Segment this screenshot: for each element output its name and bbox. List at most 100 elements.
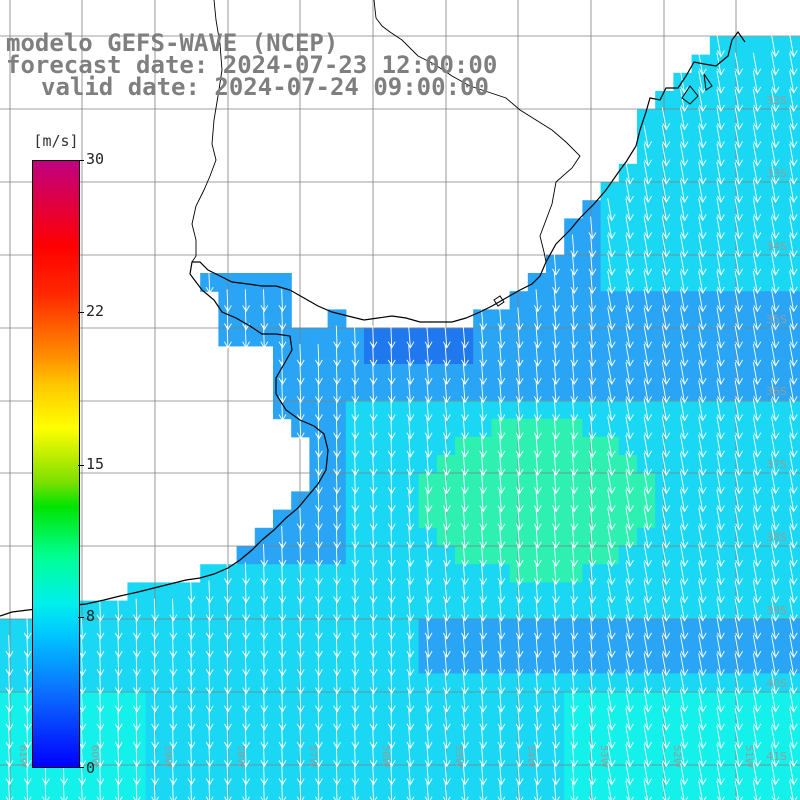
latitude-label: 36S [766, 385, 787, 398]
wind-arrow [515, 453, 524, 476]
wind-arrow [369, 762, 378, 786]
wind-arrow [570, 471, 579, 495]
wind-arrow [661, 689, 671, 713]
wind-arrow [296, 671, 305, 695]
wind-arrow [387, 507, 396, 531]
wind-arrow [406, 325, 415, 349]
wind-arrow [607, 380, 616, 404]
wind-arrow [315, 653, 323, 677]
wind-arrow [789, 434, 798, 458]
coastline-north [493, 73, 713, 307]
wind-arrow [278, 762, 287, 786]
wind-arrow [771, 89, 780, 112]
wind-arrow [187, 653, 196, 677]
wind-arrow [752, 216, 762, 240]
wind-arrow [533, 580, 542, 604]
wind-arrow [716, 34, 725, 58]
wind-arrow [461, 489, 469, 513]
wind-arrow [771, 598, 780, 622]
forecast-date: forecast date: 2024-07-23 12:00:00 [6, 51, 498, 79]
wind-arrow [789, 343, 798, 367]
wind-arrow [278, 616, 287, 640]
wind-arrow [333, 507, 341, 531]
wind-arrow [351, 362, 360, 385]
wind-arrow [315, 726, 323, 749]
wind-arrow [625, 343, 634, 367]
wind-arrow [351, 635, 360, 658]
colorbar-tick-label: 15 [86, 455, 105, 473]
wind-arrow [771, 107, 780, 131]
wind-arrow [442, 362, 451, 385]
wind-arrow [789, 471, 798, 495]
wind-arrow [296, 362, 305, 385]
wind-arrow [698, 598, 707, 622]
wind-arrow [333, 416, 341, 440]
wind-arrow [752, 143, 762, 167]
wind-arrow [461, 671, 469, 695]
wind-arrow [333, 635, 341, 658]
wind-arrow [278, 362, 287, 385]
wind-arrow [461, 525, 469, 549]
wind-arrow [424, 453, 433, 476]
wind-arrow [5, 689, 14, 713]
wind-arrow [734, 489, 743, 513]
wind-arrow [588, 271, 597, 294]
wind-arrow [789, 544, 798, 567]
wind-arrow [461, 562, 469, 586]
wind-arrow [680, 343, 689, 367]
wind-arrow [315, 616, 323, 640]
wind-arrow [771, 343, 780, 367]
wind-arrow [752, 107, 762, 131]
wind-arrow [716, 125, 725, 149]
wind-arrow [607, 616, 616, 640]
wind-arrow [515, 343, 524, 367]
wind-arrow [570, 616, 579, 640]
wind-arrow [661, 180, 671, 203]
wind-arrow [552, 671, 560, 695]
wind-arrow [789, 453, 798, 476]
wind-arrow [680, 780, 689, 800]
wind-arrow [588, 726, 597, 749]
wind-arrow [533, 780, 542, 800]
wind-arrow [96, 653, 105, 677]
wind-arrow [23, 635, 32, 658]
wind-arrow [734, 635, 743, 658]
wind-arrow [461, 380, 469, 404]
wind-arrow [424, 580, 433, 604]
wind-arrow [588, 453, 597, 476]
wind-arrow [789, 598, 798, 622]
wind-speed-field [0, 36, 800, 800]
wind-arrow [351, 707, 360, 731]
wind-arrow [607, 653, 616, 677]
wind-arrow [698, 616, 707, 640]
wind-arrow [114, 726, 123, 749]
wind-arrow [625, 161, 634, 185]
wind-arrow [315, 562, 323, 586]
wind-arrow [442, 489, 451, 513]
wind-arrow [643, 598, 652, 622]
wind-arrow [406, 562, 415, 586]
wind-cell [273, 273, 292, 292]
wind-arrow [260, 325, 269, 349]
wind-arrow [369, 707, 378, 731]
wind-arrow [789, 562, 798, 586]
wind-arrow [625, 362, 634, 385]
wind-arrow [752, 707, 762, 731]
wind-arrow [278, 398, 287, 422]
wind-arrow [442, 653, 451, 677]
wind-arrow [607, 635, 616, 658]
wind-arrow [680, 689, 689, 713]
wind-arrow [771, 398, 780, 422]
wind-arrow [96, 707, 105, 731]
wind-arrow [296, 762, 305, 786]
wind-arrow [661, 616, 671, 640]
wind-arrow [771, 562, 780, 586]
wind-arrow [625, 416, 634, 440]
wind-arrow [169, 744, 178, 768]
wind-arrow [643, 489, 652, 513]
wind-arrow [588, 380, 597, 404]
wind-arrow [771, 762, 780, 786]
wind-arrow [151, 689, 159, 713]
wind-arrow [387, 398, 396, 422]
wind-arrow [315, 744, 323, 768]
